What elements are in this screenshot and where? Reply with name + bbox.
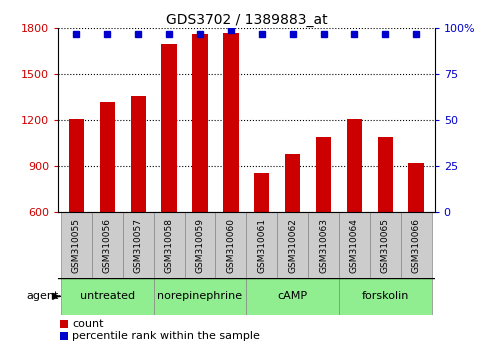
Bar xyxy=(316,137,331,212)
Bar xyxy=(192,34,208,212)
Text: GSM310059: GSM310059 xyxy=(196,218,204,273)
Text: GSM310063: GSM310063 xyxy=(319,218,328,273)
Bar xyxy=(409,163,424,212)
Bar xyxy=(378,137,393,212)
Bar xyxy=(161,44,177,212)
Bar xyxy=(61,278,154,315)
Text: count: count xyxy=(72,319,104,329)
Bar xyxy=(246,212,277,278)
Bar xyxy=(401,212,432,278)
Bar xyxy=(223,33,239,212)
Bar xyxy=(339,278,432,315)
Text: GSM310065: GSM310065 xyxy=(381,218,390,273)
Bar xyxy=(246,278,339,315)
Text: GSM310064: GSM310064 xyxy=(350,218,359,273)
Bar xyxy=(308,212,339,278)
Bar xyxy=(215,212,246,278)
Text: percentile rank within the sample: percentile rank within the sample xyxy=(72,331,260,341)
Text: norepinephrine: norepinephrine xyxy=(157,291,242,301)
Bar xyxy=(185,212,215,278)
Text: GSM310062: GSM310062 xyxy=(288,218,297,273)
Bar xyxy=(154,278,246,315)
Bar xyxy=(339,212,370,278)
Bar xyxy=(92,212,123,278)
Bar xyxy=(154,212,185,278)
Text: GSM310066: GSM310066 xyxy=(412,218,421,273)
Bar xyxy=(69,119,84,212)
Text: GSM310057: GSM310057 xyxy=(134,218,143,273)
Text: GSM310058: GSM310058 xyxy=(165,218,173,273)
Bar xyxy=(277,212,308,278)
Bar xyxy=(254,172,270,212)
Text: GSM310061: GSM310061 xyxy=(257,218,266,273)
Bar xyxy=(61,212,92,278)
Bar xyxy=(370,212,401,278)
Text: GSM310056: GSM310056 xyxy=(103,218,112,273)
Text: agent: agent xyxy=(26,291,58,301)
Text: GSM310055: GSM310055 xyxy=(72,218,81,273)
Bar xyxy=(123,212,154,278)
Text: untreated: untreated xyxy=(80,291,135,301)
Bar xyxy=(130,96,146,212)
Bar xyxy=(99,102,115,212)
Text: forskolin: forskolin xyxy=(362,291,409,301)
Title: GDS3702 / 1389883_at: GDS3702 / 1389883_at xyxy=(166,13,327,27)
Text: GSM310060: GSM310060 xyxy=(227,218,235,273)
Bar xyxy=(347,119,362,212)
Bar xyxy=(285,154,300,212)
Bar xyxy=(60,320,68,328)
Bar xyxy=(60,332,68,340)
Text: cAMP: cAMP xyxy=(278,291,308,301)
